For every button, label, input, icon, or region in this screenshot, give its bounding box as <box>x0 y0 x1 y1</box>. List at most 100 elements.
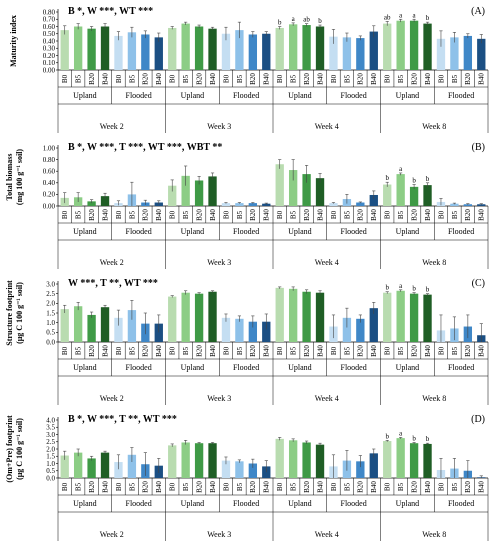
x-tick-label: B40 <box>478 481 486 493</box>
x-tick-label: B0 <box>437 346 445 355</box>
y-tick-label: 0.0 <box>46 338 55 346</box>
x-tick-label: B20 <box>195 345 203 357</box>
bar <box>87 314 96 342</box>
week-label: Week 2 <box>100 258 124 267</box>
bar <box>477 38 486 70</box>
group-label: Upland <box>73 499 97 508</box>
x-tick-label: B0 <box>115 210 123 219</box>
y-tick-label: 3.0 <box>46 431 55 439</box>
significance-letter: b <box>426 175 430 183</box>
y-tick-label: 1.0 <box>46 319 55 327</box>
y-tick-label: 0.70 <box>43 16 56 24</box>
y-tick-label: 4.0 <box>46 416 55 424</box>
significance-letter: a <box>399 282 403 290</box>
x-tick-label: B5 <box>397 210 405 219</box>
x-tick-label: B20 <box>249 209 257 221</box>
panel-label: (B) <box>472 142 485 153</box>
bar <box>356 318 365 342</box>
bar <box>194 180 204 206</box>
bar <box>369 31 378 70</box>
bar <box>369 453 378 478</box>
bar <box>235 30 244 70</box>
bar <box>127 454 137 478</box>
bar <box>396 174 405 206</box>
x-tick-label: B20 <box>303 345 311 357</box>
bar <box>208 176 217 206</box>
significance-letter: b <box>412 434 416 442</box>
significance-letter: ab <box>303 16 310 24</box>
week-label: Week 2 <box>100 530 124 539</box>
y-tick-label: 0.10 <box>43 59 56 67</box>
y-axis-unit: (μg C 100 g⁻¹ soil) <box>15 282 24 344</box>
x-tick-label: B40 <box>424 73 432 85</box>
bar <box>275 27 284 70</box>
x-tick-label: B20 <box>464 345 472 357</box>
group-label: Flooded <box>448 227 474 236</box>
x-tick-label: B40 <box>370 345 378 357</box>
bar <box>436 38 446 70</box>
x-tick-label: B40 <box>155 73 163 85</box>
group-label: Upland <box>396 227 420 236</box>
x-tick-label: B20 <box>88 209 96 221</box>
x-tick-label: B20 <box>464 73 472 85</box>
bar <box>288 24 298 70</box>
x-tick-label: B5 <box>343 210 351 219</box>
x-tick-label: B0 <box>222 346 230 355</box>
x-tick-label: B40 <box>370 209 378 221</box>
bar <box>275 164 284 206</box>
x-tick-label: B40 <box>101 481 109 493</box>
x-tick-label: B20 <box>88 345 96 357</box>
bar <box>248 34 258 70</box>
x-tick-label: B20 <box>464 209 472 221</box>
group-label: Upland <box>288 91 312 100</box>
week-label: Week 8 <box>422 530 446 539</box>
significance-letter: b <box>412 285 416 293</box>
group-label: Flooded <box>126 91 152 100</box>
x-tick-label: B5 <box>75 482 83 491</box>
x-tick-label: B0 <box>276 74 284 83</box>
x-tick-label: B0 <box>169 482 177 491</box>
bar <box>168 27 177 70</box>
bar <box>168 445 177 478</box>
significance-letter: b <box>278 19 282 27</box>
significance-letter: a <box>413 11 417 19</box>
panel-label: (C) <box>472 278 485 289</box>
week-label: Week 2 <box>100 394 124 403</box>
bar <box>369 308 378 342</box>
x-tick-label: B0 <box>330 74 338 83</box>
significance-letter: a <box>399 165 403 173</box>
x-tick-label: B0 <box>61 210 69 219</box>
week-label: Week 4 <box>315 530 339 539</box>
bar <box>450 37 459 70</box>
x-tick-label: B0 <box>276 346 284 355</box>
bar <box>73 306 83 342</box>
week-label: Week 4 <box>315 122 339 131</box>
group-label: Flooded <box>233 91 259 100</box>
x-tick-label: B5 <box>451 346 459 355</box>
x-tick-label: B40 <box>478 345 486 357</box>
x-tick-label: B20 <box>195 481 203 493</box>
bar <box>302 442 311 478</box>
bar <box>275 438 284 478</box>
group-label: Upland <box>396 499 420 508</box>
x-tick-label: B5 <box>236 210 244 219</box>
group-label: Flooded <box>126 363 152 372</box>
group-label: Flooded <box>341 363 367 372</box>
x-tick-label: B5 <box>128 482 136 491</box>
week-label: Week 8 <box>422 122 446 131</box>
y-tick-label: 0.5 <box>46 329 55 337</box>
x-tick-label: B0 <box>169 210 177 219</box>
bar <box>100 26 110 70</box>
bar <box>423 443 432 478</box>
stats-annotation: W ***, T **, WT *** <box>68 278 158 289</box>
x-tick-label: B40 <box>209 345 217 357</box>
week-label: Week 8 <box>422 394 446 403</box>
x-tick-label: B20 <box>357 481 365 493</box>
x-tick-label: B20 <box>357 73 365 85</box>
significance-letter: b <box>385 284 389 292</box>
group-label: Flooded <box>233 363 259 372</box>
bar <box>409 20 419 70</box>
bar <box>423 23 432 71</box>
bar <box>342 37 352 70</box>
x-tick-label: B20 <box>195 209 203 221</box>
